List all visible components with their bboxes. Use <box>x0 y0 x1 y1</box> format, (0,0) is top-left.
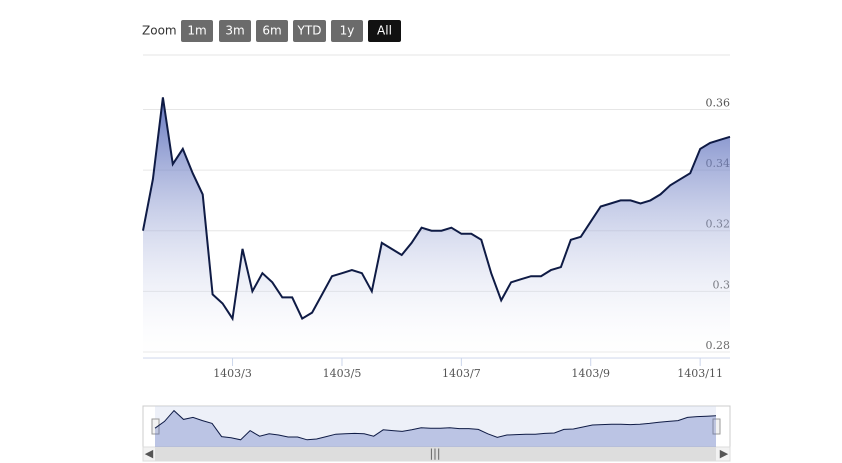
range-button-label: 1y <box>340 24 355 38</box>
navigator-area <box>155 410 716 447</box>
range-button-label: 3m <box>225 24 244 38</box>
area-fill <box>143 97 730 359</box>
scrollbar-thumb[interactable] <box>155 447 716 461</box>
range-button[interactable] <box>368 20 401 42</box>
range-button-label: All <box>377 24 392 38</box>
navigator-handle[interactable] <box>151 418 160 435</box>
range-button[interactable] <box>293 20 326 42</box>
x-tick-label: 1403/5 <box>323 367 362 380</box>
navigator-handle[interactable] <box>712 418 721 435</box>
range-button[interactable] <box>256 20 288 42</box>
navigator-line <box>154 409 717 441</box>
scroll-right[interactable]: ▶ <box>720 447 729 460</box>
x-tick-label: 1403/11 <box>677 367 723 380</box>
range-button-label: YTD <box>297 24 322 38</box>
range-button[interactable] <box>181 20 213 42</box>
x-tick-label: 1403/7 <box>442 367 481 380</box>
scroll-left[interactable]: ◀ <box>145 447 154 460</box>
range-button-label: 6m <box>262 24 281 38</box>
scroll-grip[interactable]: ||| <box>429 447 440 461</box>
zoom-label: Zoom <box>142 24 177 38</box>
x-tick-label: 1403/9 <box>571 367 610 380</box>
y-tick-label: 0.36 <box>706 97 731 110</box>
range-button[interactable] <box>219 20 251 42</box>
range-buttons: 1m 3m 6m YTD 1y All <box>181 20 401 42</box>
range-button[interactable] <box>331 20 363 42</box>
navigator-mask <box>155 406 716 447</box>
line <box>142 97 731 322</box>
x-tick-label: 1403/3 <box>213 367 252 380</box>
range-button-label: 1m <box>187 24 206 38</box>
